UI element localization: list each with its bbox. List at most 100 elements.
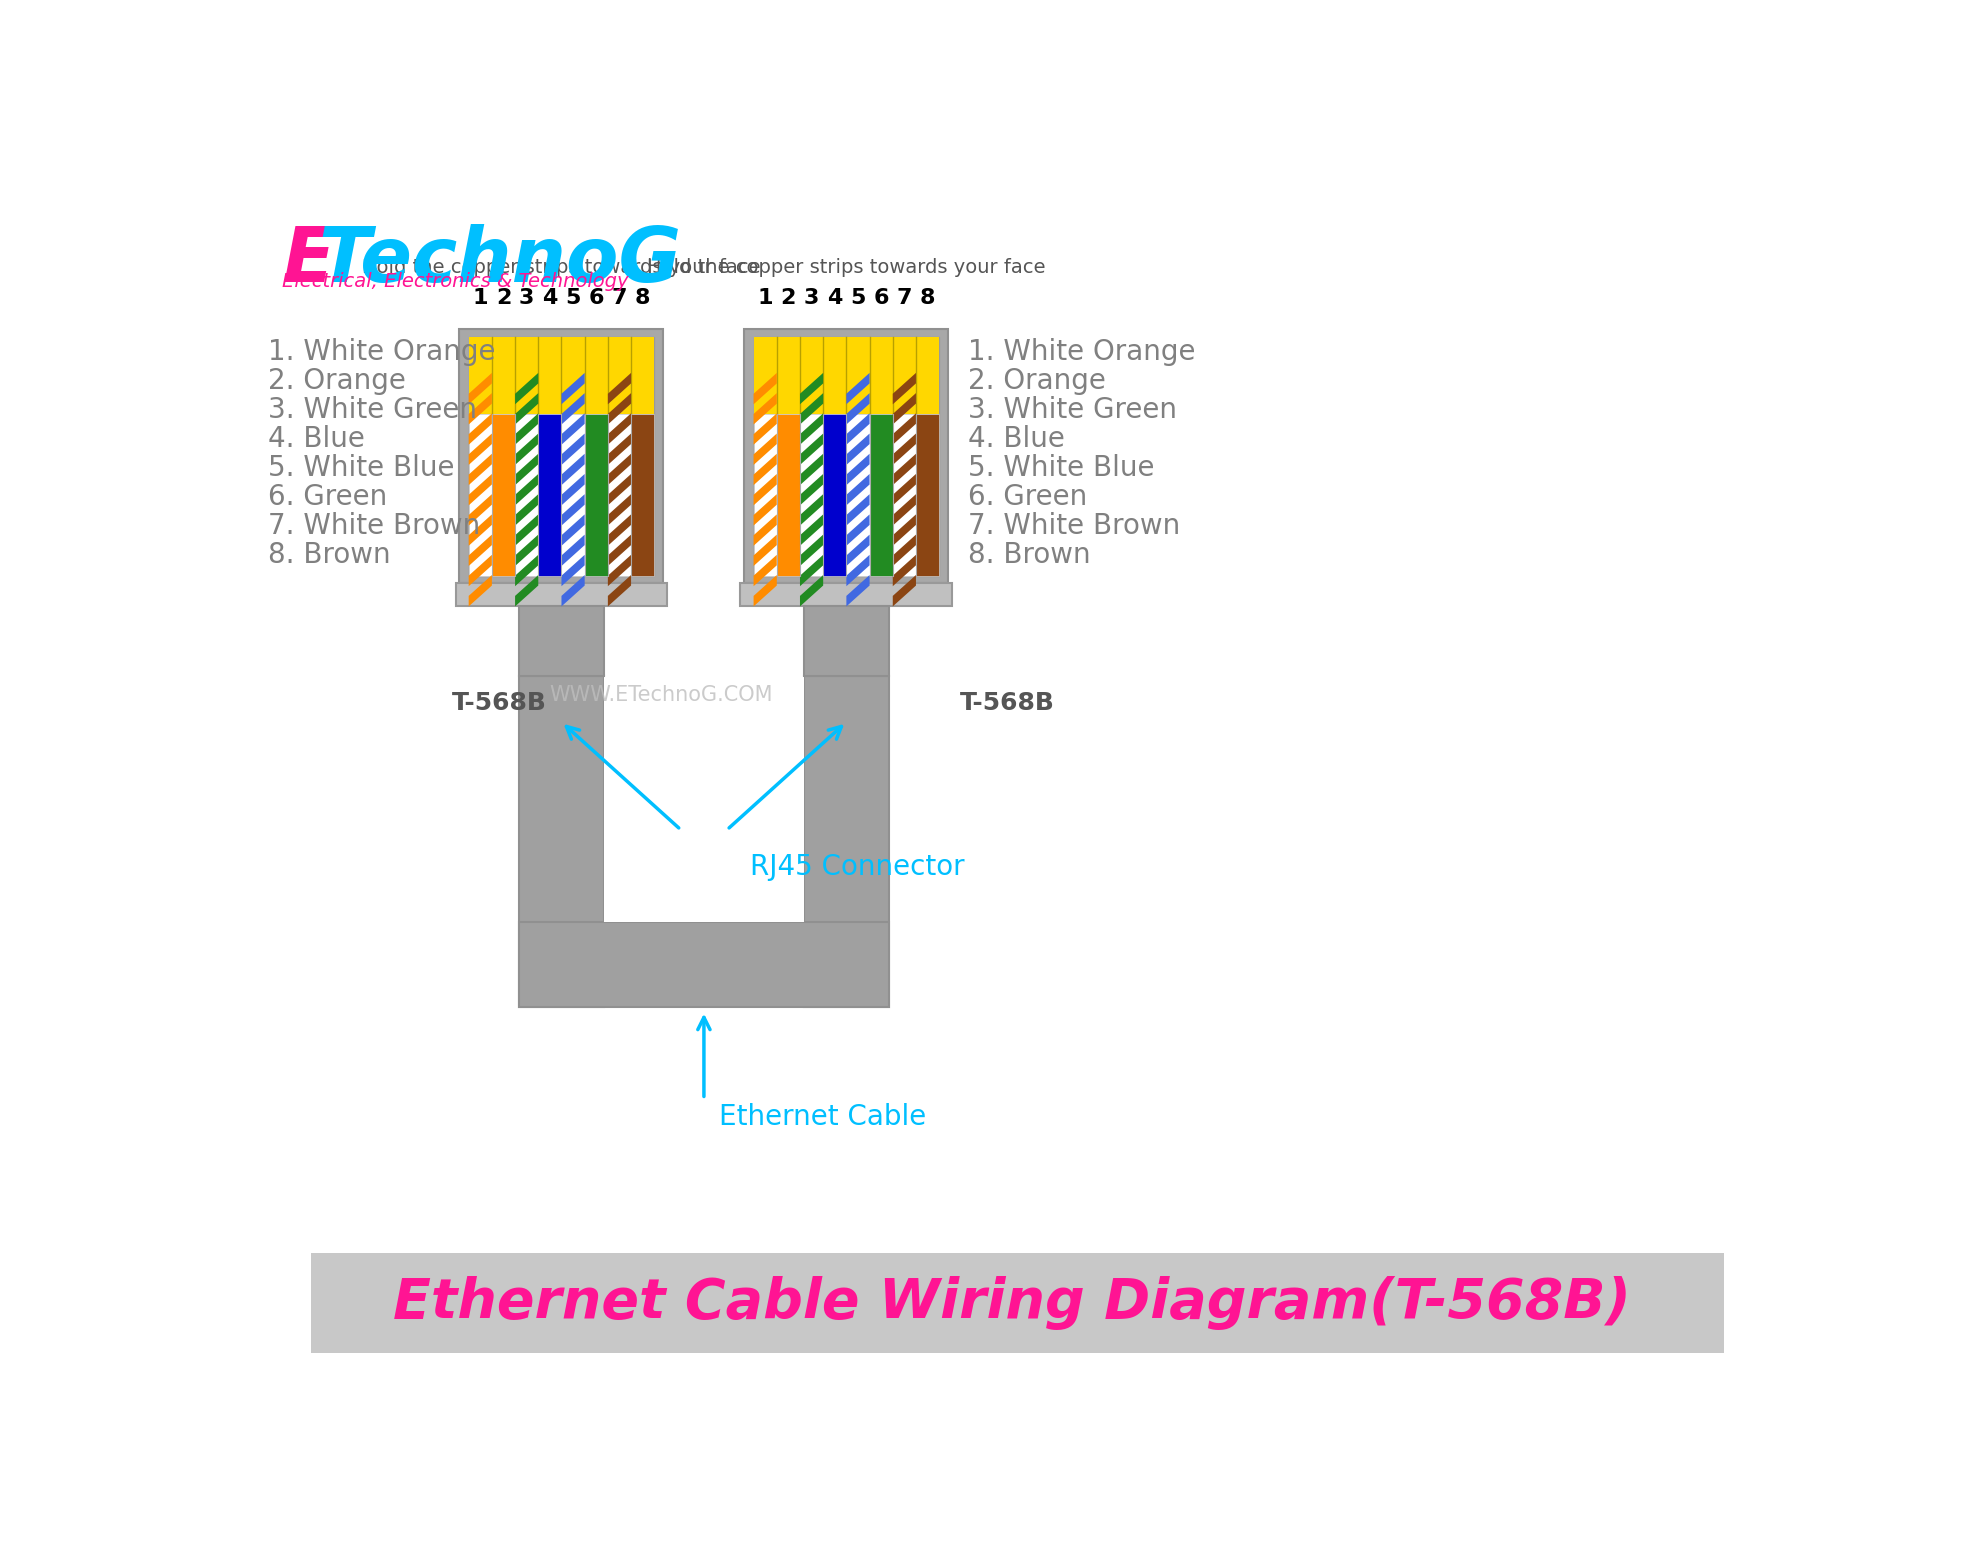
Text: 4: 4 bbox=[828, 288, 842, 308]
Text: 4. Blue: 4. Blue bbox=[268, 425, 365, 453]
Bar bbox=[744, 329, 949, 584]
Polygon shape bbox=[468, 554, 492, 585]
Bar bbox=[776, 414, 800, 576]
Bar bbox=[754, 414, 776, 576]
Polygon shape bbox=[800, 453, 824, 486]
Polygon shape bbox=[514, 473, 538, 506]
Polygon shape bbox=[800, 433, 824, 466]
Polygon shape bbox=[468, 473, 492, 506]
Text: Ethernet Cable: Ethernet Cable bbox=[719, 1104, 927, 1130]
Polygon shape bbox=[468, 494, 492, 526]
Polygon shape bbox=[893, 514, 915, 547]
Polygon shape bbox=[562, 473, 586, 506]
Polygon shape bbox=[800, 494, 824, 526]
Polygon shape bbox=[607, 514, 631, 547]
Text: 6. Green: 6. Green bbox=[268, 483, 387, 511]
Polygon shape bbox=[800, 392, 824, 425]
Bar bbox=[468, 414, 492, 576]
Polygon shape bbox=[607, 494, 631, 526]
Polygon shape bbox=[754, 473, 776, 506]
Polygon shape bbox=[468, 514, 492, 547]
Polygon shape bbox=[514, 575, 538, 606]
Text: 7. White Brown: 7. White Brown bbox=[268, 512, 480, 540]
Polygon shape bbox=[514, 514, 538, 547]
Text: 5: 5 bbox=[566, 288, 582, 308]
Bar bbox=[514, 414, 538, 576]
Bar bbox=[468, 336, 655, 576]
Polygon shape bbox=[846, 575, 869, 606]
Polygon shape bbox=[562, 413, 586, 445]
Polygon shape bbox=[846, 534, 869, 567]
Bar bbox=[893, 414, 915, 576]
Polygon shape bbox=[607, 534, 631, 567]
Polygon shape bbox=[562, 554, 586, 585]
Text: 3. White Green: 3. White Green bbox=[268, 395, 478, 424]
Bar bbox=[754, 336, 939, 414]
Bar bbox=[804, 607, 889, 676]
Bar bbox=[607, 414, 631, 576]
Text: 3: 3 bbox=[804, 288, 820, 308]
Text: 1. White Orange: 1. White Orange bbox=[967, 338, 1195, 366]
Polygon shape bbox=[607, 575, 631, 606]
Text: 7. White Brown: 7. White Brown bbox=[967, 512, 1179, 540]
Text: 2. Orange: 2. Orange bbox=[967, 367, 1106, 395]
Polygon shape bbox=[754, 433, 776, 466]
Text: 8: 8 bbox=[919, 288, 935, 308]
Polygon shape bbox=[468, 575, 492, 606]
Polygon shape bbox=[893, 453, 915, 486]
Polygon shape bbox=[468, 534, 492, 567]
Polygon shape bbox=[846, 494, 869, 526]
Polygon shape bbox=[562, 575, 586, 606]
Bar bbox=[915, 414, 939, 576]
Polygon shape bbox=[800, 534, 824, 567]
Text: 8. Brown: 8. Brown bbox=[268, 540, 391, 568]
Polygon shape bbox=[800, 514, 824, 547]
Polygon shape bbox=[562, 453, 586, 486]
Bar bbox=[869, 414, 893, 576]
Polygon shape bbox=[468, 433, 492, 466]
Text: 2: 2 bbox=[780, 288, 796, 308]
Bar bbox=[846, 414, 869, 576]
Polygon shape bbox=[846, 514, 869, 547]
Bar bbox=[586, 414, 607, 576]
Polygon shape bbox=[754, 494, 776, 526]
Polygon shape bbox=[514, 433, 538, 466]
Polygon shape bbox=[754, 575, 776, 606]
Polygon shape bbox=[562, 372, 586, 405]
Polygon shape bbox=[607, 433, 631, 466]
Polygon shape bbox=[468, 453, 492, 486]
Text: 6: 6 bbox=[873, 288, 889, 308]
Bar bbox=[520, 607, 603, 676]
Polygon shape bbox=[846, 554, 869, 585]
Text: 5. White Blue: 5. White Blue bbox=[967, 455, 1153, 481]
Text: 1: 1 bbox=[472, 288, 488, 308]
Polygon shape bbox=[893, 392, 915, 425]
Text: 1. White Orange: 1. White Orange bbox=[268, 338, 496, 366]
Text: 5. White Blue: 5. White Blue bbox=[268, 455, 455, 481]
Polygon shape bbox=[754, 514, 776, 547]
Bar bbox=[468, 336, 655, 414]
Bar bbox=[520, 676, 603, 1007]
Polygon shape bbox=[468, 413, 492, 445]
Polygon shape bbox=[514, 494, 538, 526]
Polygon shape bbox=[800, 372, 824, 405]
Text: Ethernet Cable Wiring Diagram(T-568B): Ethernet Cable Wiring Diagram(T-568B) bbox=[393, 1277, 1630, 1330]
Bar bbox=[804, 676, 889, 1007]
Polygon shape bbox=[893, 494, 915, 526]
Polygon shape bbox=[562, 534, 586, 567]
Text: 1: 1 bbox=[758, 288, 772, 308]
Polygon shape bbox=[846, 453, 869, 486]
Text: 3: 3 bbox=[518, 288, 534, 308]
Polygon shape bbox=[607, 392, 631, 425]
Bar bbox=[562, 414, 586, 576]
Polygon shape bbox=[562, 514, 586, 547]
Polygon shape bbox=[800, 473, 824, 506]
Polygon shape bbox=[514, 554, 538, 585]
Polygon shape bbox=[514, 413, 538, 445]
Text: 6: 6 bbox=[588, 288, 603, 308]
Text: 8: 8 bbox=[635, 288, 651, 308]
Polygon shape bbox=[800, 575, 824, 606]
Text: TechnoG: TechnoG bbox=[318, 224, 681, 297]
Text: 4. Blue: 4. Blue bbox=[967, 425, 1064, 453]
Text: 5: 5 bbox=[850, 288, 865, 308]
